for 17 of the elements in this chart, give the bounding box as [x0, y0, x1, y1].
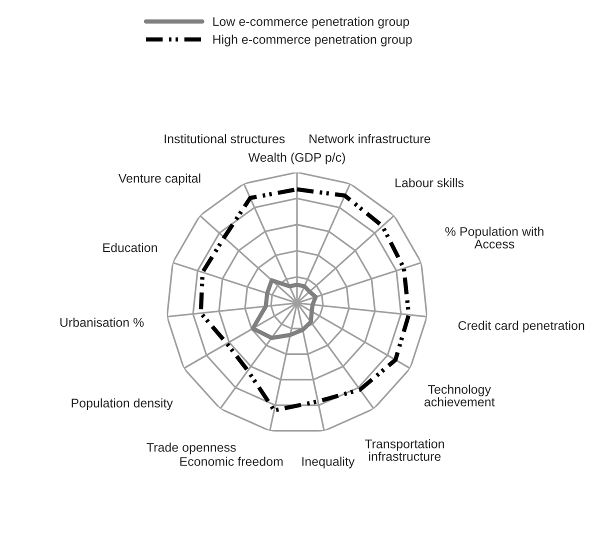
spoke-label: Education	[103, 242, 157, 252]
spoke-label: Inequality	[302, 456, 355, 468]
spoke-label: Wealth (GDP p/c)	[248, 152, 345, 164]
spoke-label: % Population with Access	[445, 226, 544, 248]
spoke-label: Credit card penetration	[458, 320, 584, 332]
legend-label: Low e-commerce penetration group	[213, 16, 410, 28]
legend-label: High e-commerce penetration group	[213, 34, 412, 46]
spoke-label: Trade openness	[146, 442, 236, 454]
spoke-label: Economic freedom	[180, 456, 283, 466]
spoke-label: Urbanisation %	[60, 318, 144, 327]
spoke-label: Technology achievement	[424, 384, 495, 406]
spoke-label: Transportation infrastructure	[364, 439, 444, 461]
spoke-label: Network infrastructure	[310, 134, 430, 144]
spoke-label: Labour skills	[396, 178, 464, 188]
spoke-label: Venture capital	[118, 174, 200, 186]
spoke-label: Institutional structures	[164, 134, 285, 144]
spoke-label: Population density	[72, 398, 173, 410]
